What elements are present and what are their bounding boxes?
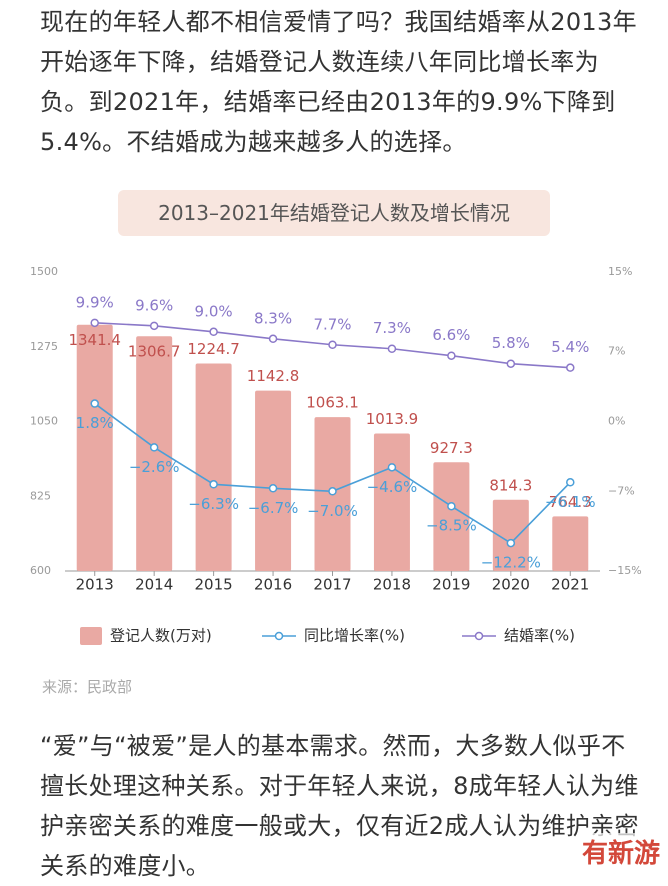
point (329, 488, 336, 495)
point-label: 9.6% (135, 296, 173, 314)
point (388, 464, 395, 471)
point-label: −6.3% (188, 495, 239, 513)
legend-dot (276, 633, 283, 640)
y-tick-label: 1500 (30, 265, 58, 278)
bar-label: 1013.9 (366, 410, 419, 428)
point (210, 481, 217, 488)
point-label: −6.1% (545, 493, 596, 511)
point-label: −2.6% (129, 458, 180, 476)
y2-tick-label: −15% (608, 564, 642, 577)
bar-label: 1063.1 (306, 394, 359, 412)
x-tick-label: 2013 (76, 576, 114, 594)
bar (196, 363, 232, 571)
legend-dot (476, 633, 483, 640)
point-label: 7.7% (313, 315, 351, 333)
bar (374, 433, 410, 571)
point (91, 400, 98, 407)
legend-label: 登记人数(万对) (110, 627, 212, 645)
point (270, 485, 277, 492)
point-label: 9.0% (195, 302, 233, 320)
y-tick-label: 600 (30, 564, 51, 577)
point-label: −6.7% (248, 499, 299, 517)
point-label: 5.8% (492, 334, 530, 352)
outro-text: “爱”与“被爱”是人的基本需求。然而，大多数人似乎不擅长处理这种关系。对于年轻人… (40, 726, 640, 886)
bar-label: 1142.8 (247, 367, 300, 385)
x-tick-label: 2016 (254, 576, 292, 594)
bar-label: 814.3 (489, 476, 532, 494)
chart-title: 2013–2021年结婚登记人数及增长情况 (118, 190, 550, 236)
x-tick-label: 2018 (373, 576, 411, 594)
legend-label: 同比增长率(%) (304, 627, 405, 645)
bar-label: 1306.7 (128, 343, 181, 361)
x-tick-label: 2014 (135, 576, 173, 594)
point-label: −8.5% (426, 517, 477, 535)
source: 来源：民政部 (42, 676, 132, 697)
point (448, 503, 455, 510)
bar-label: 1341.4 (68, 331, 121, 349)
intro-text: 现在的年轻人都不相信爱情了吗？我国结婚率从2013年开始逐年下降，结婚登记人数连… (40, 2, 640, 162)
point (507, 540, 514, 547)
y2-tick-label: 7% (608, 345, 625, 358)
point (567, 479, 574, 486)
y-tick-label: 1050 (30, 415, 58, 428)
x-tick-label: 2017 (313, 576, 351, 594)
point (210, 328, 217, 335)
y-tick-label: 825 (30, 489, 51, 502)
point (567, 364, 574, 371)
bar (552, 516, 588, 571)
x-tick-label: 2019 (432, 576, 470, 594)
point (151, 322, 158, 329)
point-label: 5.4% (551, 338, 589, 356)
bar-label: 927.3 (430, 439, 473, 457)
y2-tick-label: −7% (608, 484, 635, 497)
point-label: 7.3% (373, 319, 411, 337)
x-tick-label: 2015 (195, 576, 233, 594)
point-label: 1.8% (76, 414, 114, 432)
bar (77, 325, 113, 571)
point (329, 341, 336, 348)
point (388, 345, 395, 352)
point (91, 319, 98, 326)
point (448, 352, 455, 359)
point (507, 360, 514, 367)
point-label: −12.2% (481, 554, 541, 572)
watermark: 有新游 (582, 833, 660, 870)
y2-tick-label: 0% (608, 415, 625, 428)
x-tick-label: 2021 (551, 576, 589, 594)
point-label: 9.9% (76, 293, 114, 311)
bar-label: 1224.7 (187, 340, 240, 358)
point (151, 444, 158, 451)
y2-tick-label: 15% (608, 265, 632, 278)
point-label: −4.6% (367, 478, 418, 496)
point-label: 6.6% (432, 326, 470, 344)
legend-label: 结婚率(%) (504, 627, 575, 645)
legend-swatch (80, 627, 102, 645)
bar (255, 391, 291, 571)
point-label: −7.0% (307, 502, 358, 520)
bar (136, 336, 172, 571)
y-tick-label: 1275 (30, 340, 58, 353)
point-label: 8.3% (254, 309, 292, 327)
x-tick-label: 2020 (492, 576, 530, 594)
point (270, 335, 277, 342)
chart: 600 825 1050 1275 1500 −15% −7% 0% 7% 15% 2013 2014… (0, 250, 668, 660)
